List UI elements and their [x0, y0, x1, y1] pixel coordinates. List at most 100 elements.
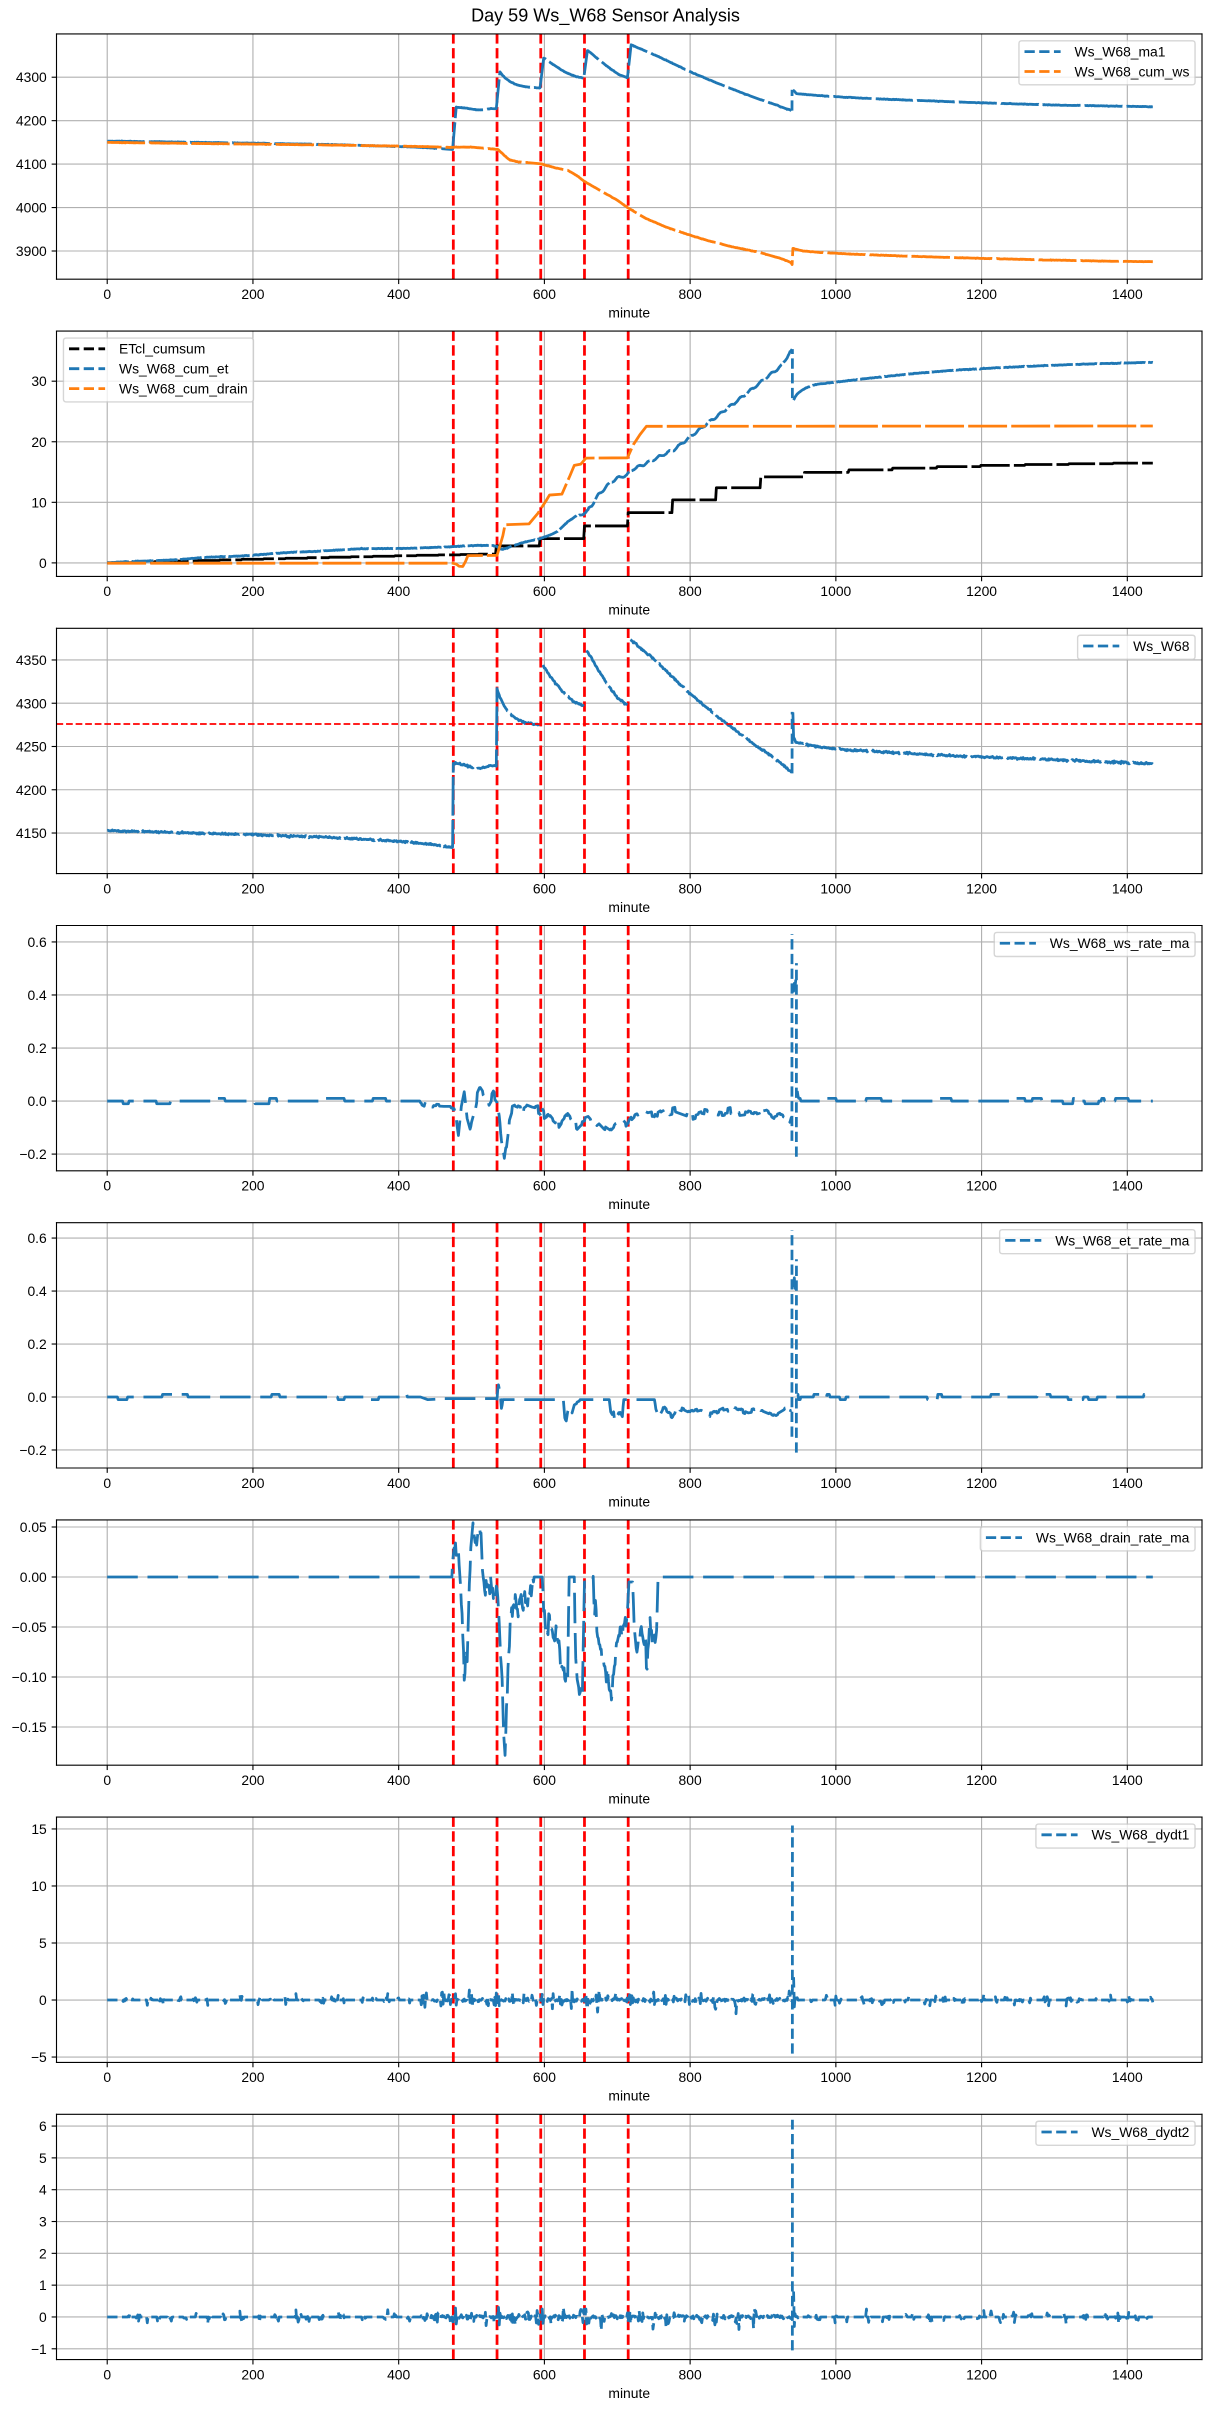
svg-text:4200: 4200 — [16, 782, 47, 798]
svg-text:4300: 4300 — [16, 69, 47, 85]
svg-text:400: 400 — [387, 1475, 410, 1491]
svg-text:10: 10 — [31, 494, 47, 510]
svg-text:0.4: 0.4 — [27, 987, 47, 1003]
svg-text:Ws_W68: Ws_W68 — [1133, 638, 1190, 654]
svg-text:1400: 1400 — [1112, 1475, 1143, 1491]
svg-text:4300: 4300 — [16, 695, 47, 711]
svg-text:0.00: 0.00 — [20, 1569, 47, 1585]
svg-text:0.2: 0.2 — [27, 1040, 47, 1056]
svg-text:Ws_W68_drain_rate_ma: Ws_W68_drain_rate_ma — [1036, 1529, 1190, 1545]
svg-text:1400: 1400 — [1112, 2069, 1143, 2085]
svg-text:6: 6 — [39, 2118, 47, 2134]
svg-text:0: 0 — [103, 1475, 111, 1491]
svg-text:4: 4 — [39, 2182, 47, 2198]
svg-text:0.0: 0.0 — [27, 1093, 47, 1109]
svg-text:1000: 1000 — [820, 880, 851, 896]
svg-text:800: 800 — [679, 286, 702, 302]
svg-text:800: 800 — [679, 880, 702, 896]
svg-text:1000: 1000 — [820, 1475, 851, 1491]
svg-text:400: 400 — [387, 880, 410, 896]
svg-text:0: 0 — [103, 583, 111, 599]
svg-text:400: 400 — [387, 583, 410, 599]
svg-text:4150: 4150 — [16, 825, 47, 841]
svg-text:1200: 1200 — [966, 583, 997, 599]
svg-text:4200: 4200 — [16, 113, 47, 129]
svg-text:0.6: 0.6 — [27, 934, 47, 950]
svg-text:1200: 1200 — [966, 1178, 997, 1194]
svg-text:200: 200 — [241, 1772, 264, 1788]
svg-text:1200: 1200 — [966, 1772, 997, 1788]
svg-text:600: 600 — [533, 583, 556, 599]
svg-text:0.05: 0.05 — [20, 1519, 47, 1535]
svg-text:800: 800 — [679, 1178, 702, 1194]
svg-text:−0.2: −0.2 — [19, 1146, 47, 1162]
svg-text:200: 200 — [241, 1178, 264, 1194]
svg-text:1400: 1400 — [1112, 880, 1143, 896]
svg-text:800: 800 — [679, 2069, 702, 2085]
svg-text:Ws_W68_ws_rate_ma: Ws_W68_ws_rate_ma — [1050, 935, 1190, 951]
svg-text:1400: 1400 — [1112, 2366, 1143, 2382]
svg-text:200: 200 — [241, 880, 264, 896]
svg-text:Ws_W68_cum_drain: Ws_W68_cum_drain — [119, 380, 248, 396]
svg-text:800: 800 — [679, 2366, 702, 2382]
svg-text:5: 5 — [39, 1935, 47, 1951]
svg-text:4100: 4100 — [16, 156, 47, 172]
svg-text:400: 400 — [387, 1178, 410, 1194]
svg-text:−0.2: −0.2 — [19, 1442, 47, 1458]
svg-text:800: 800 — [679, 583, 702, 599]
svg-text:minute: minute — [608, 1493, 650, 1509]
svg-text:1400: 1400 — [1112, 286, 1143, 302]
svg-text:600: 600 — [533, 2366, 556, 2382]
svg-text:0.0: 0.0 — [27, 1389, 47, 1405]
svg-text:1000: 1000 — [820, 286, 851, 302]
svg-text:600: 600 — [533, 1475, 556, 1491]
svg-text:5: 5 — [39, 2150, 47, 2166]
svg-text:200: 200 — [241, 286, 264, 302]
svg-text:30: 30 — [31, 373, 47, 389]
svg-text:1200: 1200 — [966, 2069, 997, 2085]
svg-text:600: 600 — [533, 2069, 556, 2085]
svg-text:1200: 1200 — [966, 286, 997, 302]
svg-text:1000: 1000 — [820, 1178, 851, 1194]
svg-text:−5: −5 — [31, 2049, 47, 2065]
svg-text:0: 0 — [39, 2309, 47, 2325]
svg-text:600: 600 — [533, 880, 556, 896]
svg-text:minute: minute — [608, 2385, 650, 2401]
svg-text:ETcl_cumsum: ETcl_cumsum — [119, 341, 205, 357]
svg-text:800: 800 — [679, 1475, 702, 1491]
svg-text:Ws_W68_ma1: Ws_W68_ma1 — [1075, 43, 1166, 59]
svg-text:−1: −1 — [31, 2341, 47, 2357]
svg-text:3: 3 — [39, 2214, 47, 2230]
svg-text:1: 1 — [39, 2277, 47, 2293]
svg-text:400: 400 — [387, 286, 410, 302]
svg-text:0.4: 0.4 — [27, 1283, 47, 1299]
svg-text:200: 200 — [241, 583, 264, 599]
svg-text:3900: 3900 — [16, 243, 47, 259]
svg-text:Ws_W68_et_rate_ma: Ws_W68_et_rate_ma — [1055, 1232, 1189, 1248]
svg-text:minute: minute — [608, 1196, 650, 1212]
svg-text:minute: minute — [608, 2088, 650, 2104]
svg-text:0: 0 — [103, 1178, 111, 1194]
svg-text:400: 400 — [387, 1772, 410, 1788]
svg-text:1400: 1400 — [1112, 1772, 1143, 1788]
svg-text:0.2: 0.2 — [27, 1336, 47, 1352]
svg-text:20: 20 — [31, 434, 47, 450]
svg-text:minute: minute — [608, 1790, 650, 1806]
svg-text:0: 0 — [103, 2366, 111, 2382]
svg-text:0: 0 — [103, 2069, 111, 2085]
svg-text:1400: 1400 — [1112, 583, 1143, 599]
svg-text:4350: 4350 — [16, 652, 47, 668]
svg-text:Day 59 Ws_W68 Sensor Analysis: Day 59 Ws_W68 Sensor Analysis — [471, 5, 740, 26]
svg-text:1400: 1400 — [1112, 1178, 1143, 1194]
svg-text:Ws_W68_cum_ws: Ws_W68_cum_ws — [1075, 63, 1190, 79]
svg-text:1000: 1000 — [820, 2069, 851, 2085]
svg-text:Ws_W68_cum_et: Ws_W68_cum_et — [119, 361, 229, 377]
svg-text:800: 800 — [679, 1772, 702, 1788]
svg-text:1000: 1000 — [820, 583, 851, 599]
svg-text:1200: 1200 — [966, 2366, 997, 2382]
svg-text:400: 400 — [387, 2366, 410, 2382]
svg-text:0: 0 — [103, 286, 111, 302]
svg-text:0.6: 0.6 — [27, 1230, 47, 1246]
svg-text:200: 200 — [241, 1475, 264, 1491]
svg-text:−0.05: −0.05 — [12, 1619, 47, 1635]
